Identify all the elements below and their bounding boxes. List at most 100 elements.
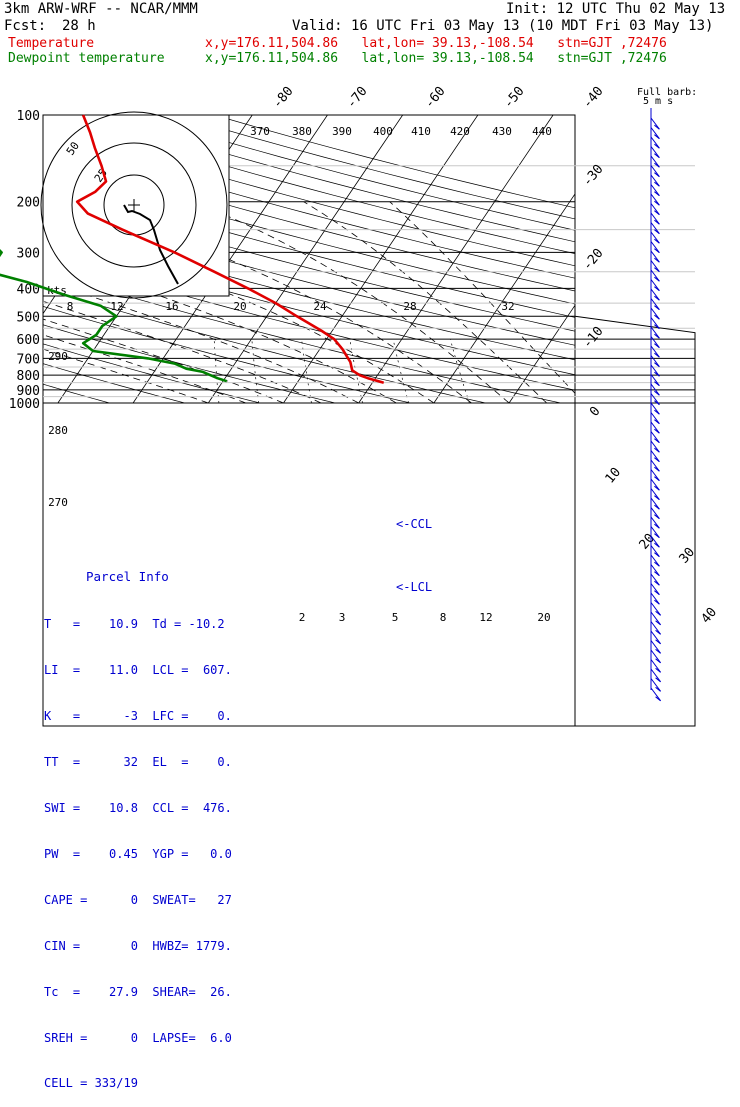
parcel-row: T = 10.9 Td = -10.2 bbox=[44, 617, 234, 632]
pressure-tick-label: 200 bbox=[17, 196, 40, 211]
isotherm-label: -50 bbox=[501, 84, 528, 112]
ccl-annotation: <-CCL bbox=[396, 517, 432, 531]
mixing-ratio-label: 8 bbox=[440, 611, 447, 624]
wind-barb bbox=[651, 128, 659, 139]
parcel-row: Tc = 27.9 SHEAR= 26. bbox=[44, 985, 234, 1000]
isotherm-line bbox=[509, 115, 703, 403]
isotherm-label: -20 bbox=[580, 246, 607, 274]
pressure-tick-label: 600 bbox=[17, 333, 40, 348]
theta-label: 420 bbox=[450, 125, 470, 138]
wind-barb bbox=[651, 251, 659, 262]
wind-barb bbox=[651, 356, 659, 367]
wind-barb bbox=[651, 223, 659, 234]
wind-barb bbox=[651, 584, 659, 595]
pressure-tick-label: 800 bbox=[17, 369, 40, 384]
wind-barb bbox=[651, 508, 659, 519]
wind-barb bbox=[651, 337, 659, 348]
isotherm-label: -80 bbox=[270, 84, 297, 112]
wind-barb bbox=[651, 470, 659, 481]
wind-barb bbox=[651, 299, 659, 310]
pressure-tick-label: 300 bbox=[17, 246, 40, 261]
parcel-info-box: Parcel Info T = 10.9 Td = -10.2 LI = 11.… bbox=[44, 538, 234, 1107]
wind-speed-scale-label: 28 bbox=[403, 300, 416, 313]
wind-barb bbox=[651, 574, 659, 585]
wind-barb-legend-unit: 5 m s bbox=[643, 96, 673, 107]
parcel-row: SWI = 10.8 CCL = 476. bbox=[44, 801, 234, 816]
wind-speed-scale-label: 24 bbox=[313, 300, 327, 313]
wind-barb bbox=[651, 280, 659, 291]
theta-label: 270 bbox=[48, 496, 68, 509]
pressure-tick-label: 500 bbox=[17, 310, 40, 325]
isotherm-line bbox=[584, 115, 740, 403]
wind-barb bbox=[651, 147, 659, 158]
wind-speed-scale-label: 12 bbox=[110, 300, 123, 313]
isotherm-label: -70 bbox=[344, 84, 371, 112]
isotherm-label: -40 bbox=[580, 84, 607, 112]
wind-barb bbox=[651, 166, 659, 177]
theta-label: 290 bbox=[48, 350, 68, 363]
wind-barb bbox=[651, 451, 659, 462]
wind-speed-scale-label: 20 bbox=[233, 300, 246, 313]
parcel-row: SREH = 0 LAPSE= 6.0 bbox=[44, 1031, 234, 1046]
mixing-ratio-label: 2 bbox=[299, 611, 306, 624]
wind-barb bbox=[651, 194, 659, 205]
wind-barb bbox=[651, 498, 659, 509]
wind-barb bbox=[651, 441, 659, 452]
parcel-row: CIN = 0 HWBZ= 1779. bbox=[44, 939, 234, 954]
theta-label: 410 bbox=[411, 125, 431, 138]
mixing-ratio-label: 12 bbox=[479, 611, 492, 624]
mixing-ratio-label: 3 bbox=[339, 611, 346, 624]
wind-barb bbox=[651, 546, 659, 557]
wind-barb bbox=[651, 413, 659, 424]
wind-barb bbox=[651, 137, 659, 148]
wind-barb bbox=[651, 118, 659, 129]
parcel-row: CELL = 333/19 bbox=[44, 1076, 234, 1091]
wind-barb bbox=[651, 289, 659, 300]
wind-barb bbox=[651, 308, 659, 319]
parcel-row: TT = 32 EL = 0. bbox=[44, 755, 234, 770]
wind-barb bbox=[651, 185, 659, 196]
wind-barb bbox=[651, 213, 659, 224]
wind-barb bbox=[651, 555, 659, 566]
theta-label: 430 bbox=[492, 125, 512, 138]
parcel-row: LI = 11.0 LCL = 607. bbox=[44, 663, 234, 678]
isotherm-label: -60 bbox=[422, 84, 449, 112]
wind-barb bbox=[651, 242, 659, 253]
wind-barb bbox=[651, 232, 659, 243]
wind-barb bbox=[651, 565, 659, 576]
wind-barb bbox=[651, 261, 659, 272]
wind-barb bbox=[651, 175, 659, 186]
theta-label: 370 bbox=[250, 125, 270, 138]
moist-adiabat-line bbox=[390, 202, 585, 403]
theta-label: 400 bbox=[373, 125, 393, 138]
lcl-annotation: <-LCL bbox=[396, 580, 432, 594]
wind-barb bbox=[651, 460, 659, 471]
parcel-row: CAPE = 0 SWEAT= 27 bbox=[44, 893, 234, 908]
wind-barb bbox=[651, 375, 659, 386]
wind-barb bbox=[651, 517, 659, 528]
wind-speed-scale-label: 32 bbox=[501, 300, 514, 313]
isotherm-label: 10 bbox=[603, 465, 625, 487]
wind-barb bbox=[651, 403, 659, 414]
parcel-info-title: Parcel Info bbox=[86, 569, 234, 584]
isotherm-label: 0 bbox=[587, 404, 604, 420]
isotherm-label: 40 bbox=[699, 605, 721, 627]
pressure-tick-label: 700 bbox=[17, 352, 40, 367]
dry-adiabat-line bbox=[214, 115, 740, 403]
pressure-tick-label: 1000 bbox=[9, 397, 40, 412]
wind-speed-scale-label: 8 bbox=[67, 300, 74, 313]
theta-label: 280 bbox=[48, 424, 68, 437]
theta-label: 380 bbox=[292, 125, 312, 138]
wind-barb bbox=[651, 479, 659, 490]
wind-speed-scale-label: 16 bbox=[165, 300, 178, 313]
parcel-row: K = -3 LFC = 0. bbox=[44, 709, 234, 724]
theta-label: 440 bbox=[532, 125, 552, 138]
mixing-ratio-label: 20 bbox=[537, 611, 550, 624]
wind-barb bbox=[651, 422, 659, 433]
mixing-ratio-label: 5 bbox=[392, 611, 399, 624]
wind-barb bbox=[651, 346, 659, 357]
isotherm-line bbox=[208, 115, 402, 403]
wind-barb bbox=[651, 432, 659, 443]
parcel-row: PW = 0.45 YGP = 0.0 bbox=[44, 847, 234, 862]
theta-label: 390 bbox=[332, 125, 352, 138]
